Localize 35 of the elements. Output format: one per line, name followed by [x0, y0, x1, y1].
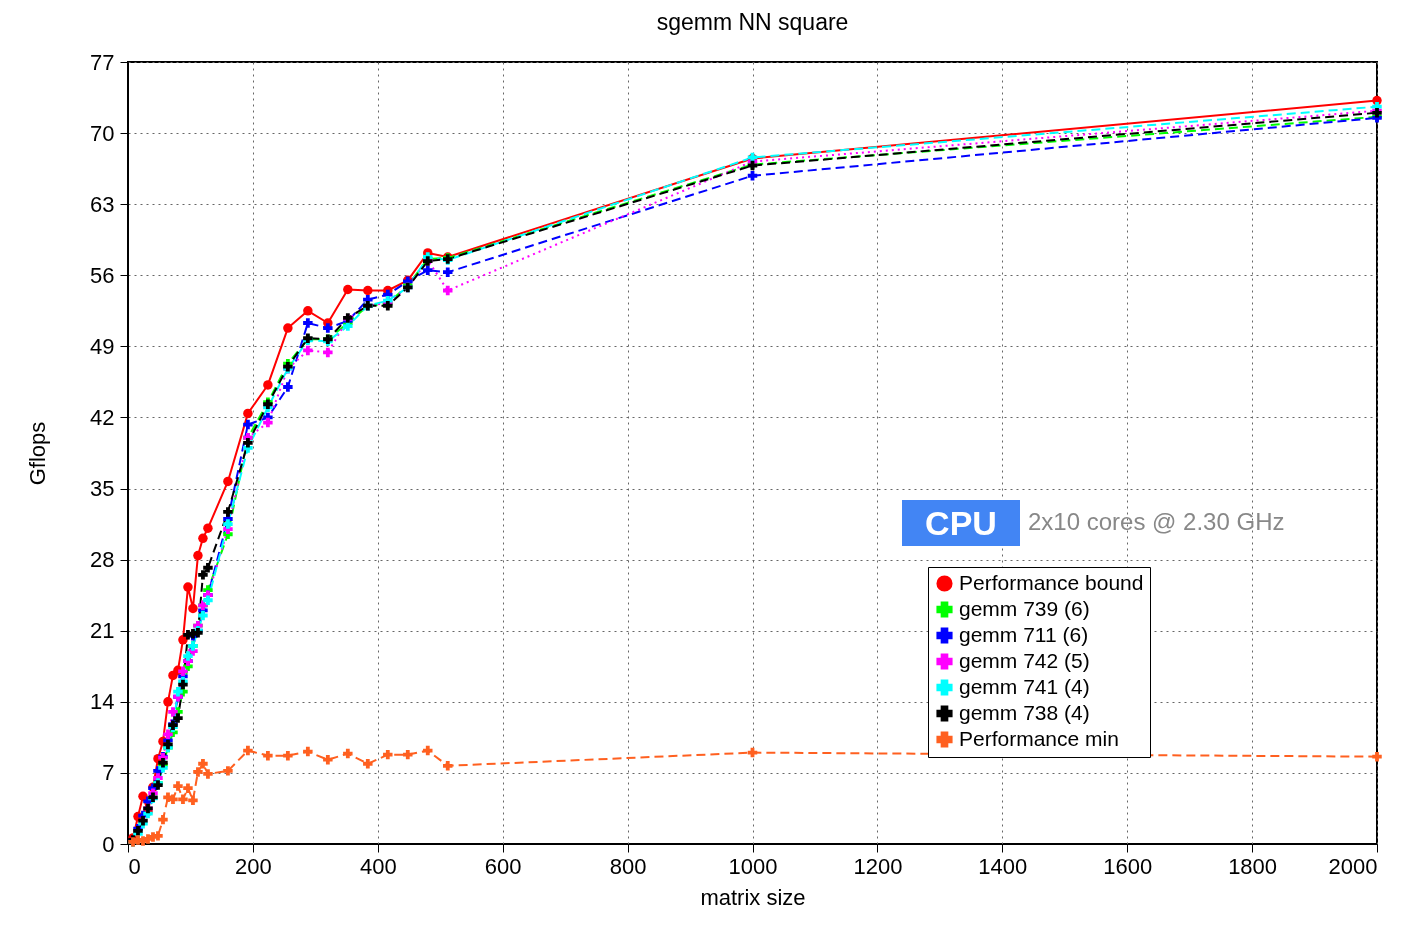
- x-tick-label: 1600: [1103, 853, 1153, 879]
- x-tick-label: 1000: [728, 853, 778, 879]
- x-tick-label: 400: [359, 853, 397, 879]
- y-tick-label: 77: [90, 49, 115, 75]
- y-tick-label: 63: [90, 191, 115, 217]
- y-axis-title: Gflops: [25, 421, 51, 486]
- y-tick-label: 21: [90, 618, 115, 644]
- y-tick-label: 42: [90, 404, 115, 430]
- x-tick-label: 600: [484, 853, 522, 879]
- y-tick-label: 35: [90, 476, 115, 502]
- legend-label: Performance min: [959, 726, 1119, 750]
- y-tick-label: 49: [90, 333, 115, 359]
- y-tick-label: 7: [102, 760, 115, 786]
- legend-label: gemm 711 (6): [959, 622, 1089, 646]
- chart-title: sgemm NN square: [656, 9, 849, 35]
- annotation: 2x10 cores @ 2.30 GHz: [1028, 508, 1285, 536]
- legend-label: gemm 741 (4): [959, 674, 1090, 698]
- legend-label: gemm 742 (5): [959, 648, 1090, 672]
- x-tick-label: 1200: [853, 853, 903, 879]
- legend-label: Performance bound: [959, 570, 1144, 594]
- x-tick-label: 200: [235, 853, 272, 879]
- x-tick-label: 1800: [1228, 853, 1278, 879]
- x-axis-title: matrix size: [700, 884, 806, 910]
- y-tick-label: 70: [90, 120, 115, 146]
- legend-label: gemm 739 (6): [959, 596, 1090, 620]
- x-tick-label: 1400: [978, 853, 1028, 879]
- y-tick-label: 0: [102, 831, 115, 857]
- y-tick-label: 28: [90, 547, 115, 573]
- legend-label: gemm 738 (4): [959, 700, 1090, 724]
- x-tick-label: 800: [609, 853, 647, 879]
- x-tick-label: 0: [128, 853, 141, 879]
- y-tick-label: 56: [90, 262, 115, 288]
- x-tick-label: 2000: [1328, 853, 1378, 879]
- annotation: CPU: [902, 500, 1020, 546]
- y-tick-label: 14: [90, 689, 115, 715]
